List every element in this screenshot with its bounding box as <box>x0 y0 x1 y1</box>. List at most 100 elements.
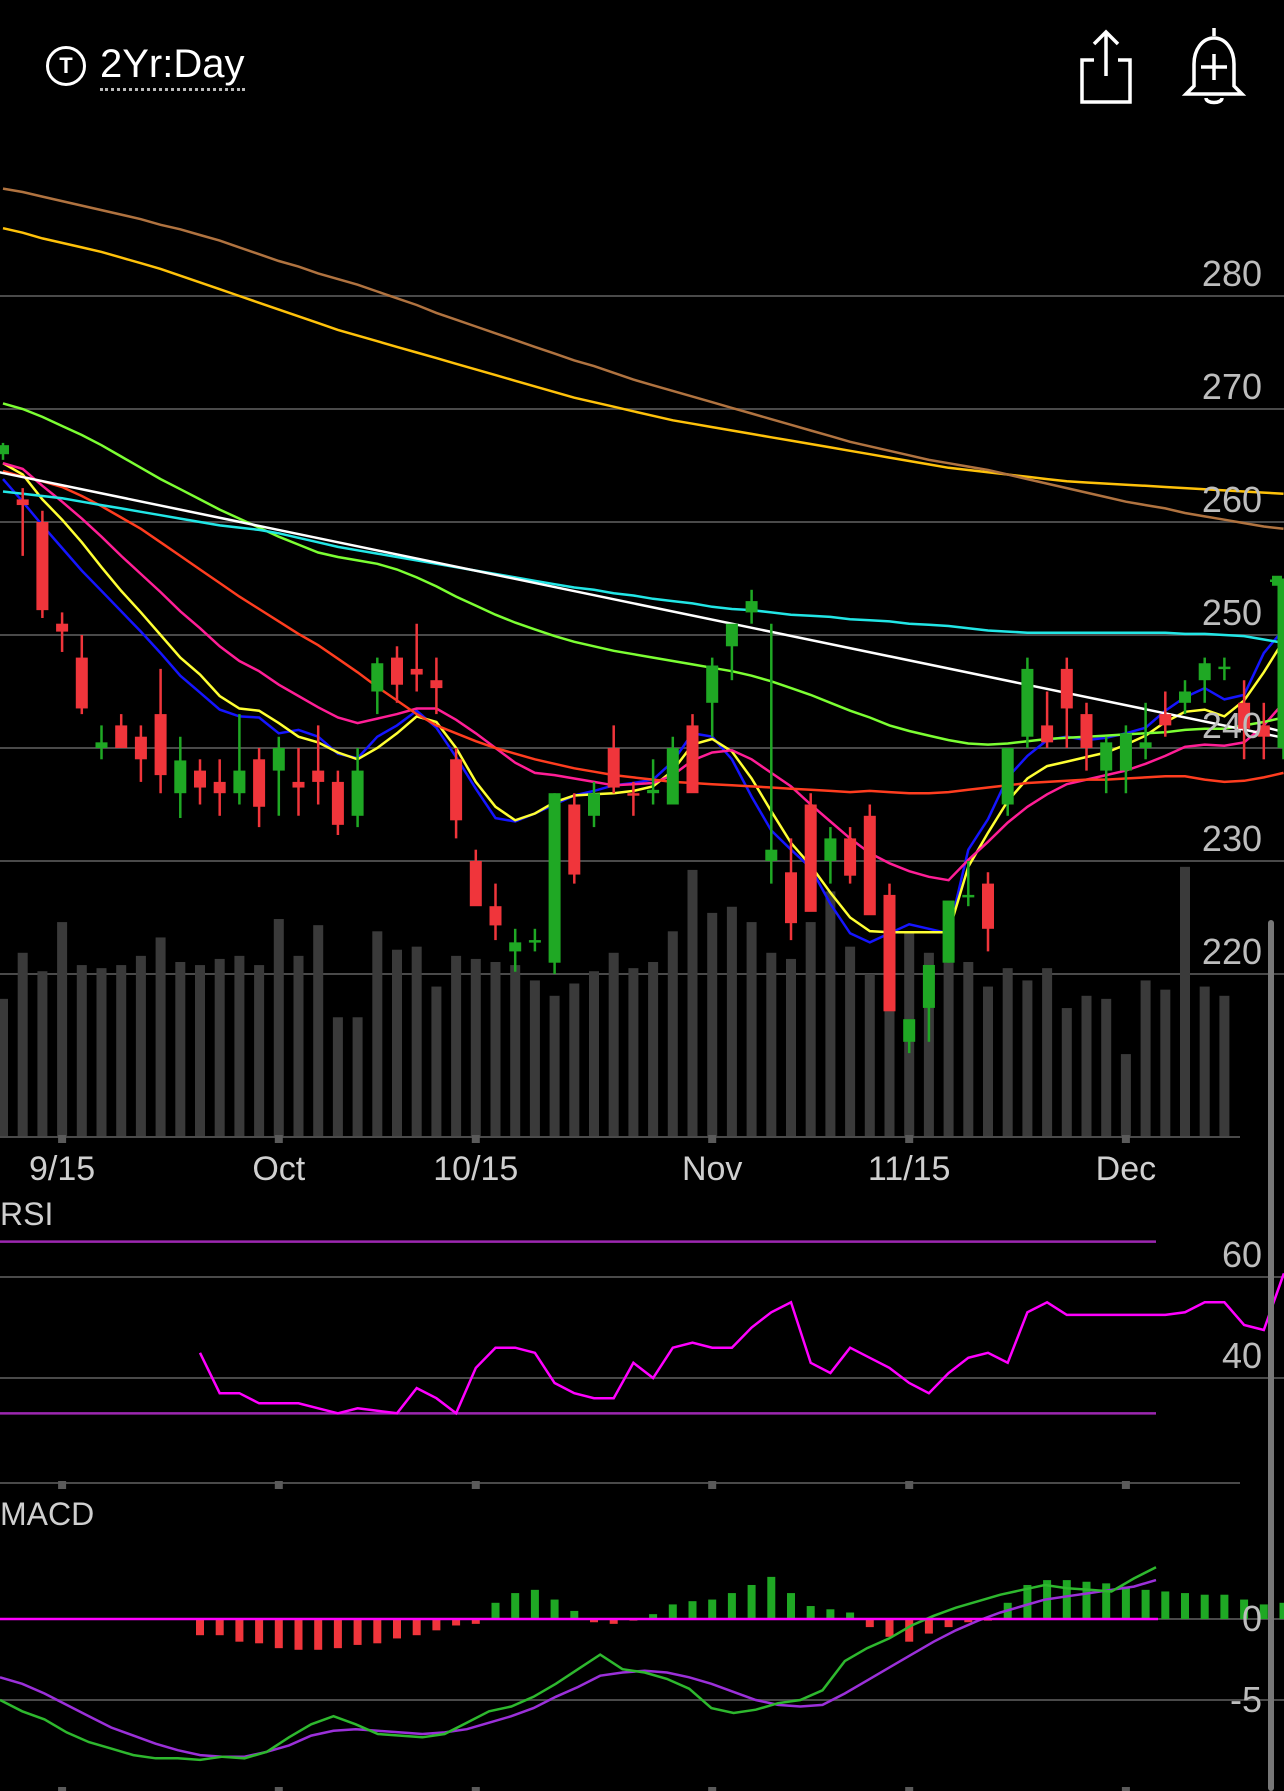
macd-histogram-bar <box>333 1619 342 1649</box>
volume-bar <box>766 952 777 1137</box>
candle <box>1179 680 1191 715</box>
scrollbar[interactable] <box>1268 920 1274 1791</box>
candle <box>1159 691 1172 737</box>
volume-bar <box>431 986 442 1137</box>
timeframe-label: 2Yr:Day <box>100 41 245 91</box>
macd-histogram-bar <box>688 1601 697 1619</box>
volume-bar <box>1160 989 1171 1137</box>
share-button[interactable] <box>1076 26 1136 106</box>
axis-tick-mark <box>905 1135 914 1143</box>
candle <box>686 714 699 794</box>
macd-histogram-bar <box>452 1619 461 1626</box>
volume-bar <box>983 986 993 1137</box>
volume-bar <box>372 931 383 1137</box>
candle <box>1001 748 1014 816</box>
macd-histogram-bar <box>314 1619 323 1650</box>
candle <box>1119 725 1132 794</box>
price-grid <box>0 295 1284 975</box>
candle <box>765 623 778 884</box>
candle <box>903 1019 916 1054</box>
timeframe-button[interactable]: T 2Yr:Day <box>46 38 245 94</box>
axis-tick-mark <box>274 1481 283 1489</box>
macd-histogram-bar <box>846 1612 855 1619</box>
alert-button[interactable] <box>1180 24 1248 108</box>
macd-histogram-bar <box>1141 1589 1150 1619</box>
price-axis: 280 270 260 250 240 230 220 <box>1202 253 1262 972</box>
candle <box>154 668 167 794</box>
macd-histogram-bar <box>649 1614 658 1619</box>
volume-bar <box>214 958 225 1137</box>
candle <box>863 804 876 916</box>
axis-tick-mark <box>471 1787 480 1791</box>
macd-histogram-bar <box>944 1619 953 1628</box>
macd-histogram-bar <box>747 1584 756 1619</box>
candle <box>233 714 246 805</box>
macd-histogram <box>196 1576 1284 1650</box>
candle <box>962 861 975 907</box>
rsi-line <box>198 1273 1284 1416</box>
axis-tick-mark <box>905 1481 914 1489</box>
candle <box>115 714 128 748</box>
macd-histogram-bar <box>294 1619 303 1650</box>
volume-bar <box>805 922 816 1137</box>
candle <box>647 759 660 805</box>
candle <box>982 872 994 952</box>
candle <box>568 793 581 884</box>
macd-histogram-bar <box>806 1606 815 1619</box>
volume-bar <box>135 955 146 1137</box>
macd-histogram-bar <box>530 1589 539 1619</box>
macd-histogram-bar <box>1062 1580 1071 1619</box>
volume-bar <box>845 946 856 1137</box>
date-tick-label: Dec <box>1096 1150 1156 1188</box>
macd-signal-line <box>0 1578 1157 1758</box>
axis-tick-mark <box>471 1135 480 1143</box>
volume-bar <box>37 971 48 1137</box>
candle <box>331 770 344 836</box>
candle <box>528 928 541 952</box>
candle <box>134 725 147 782</box>
volume-bar <box>510 965 521 1137</box>
volume-bar <box>628 968 639 1137</box>
volume-bar <box>195 965 205 1137</box>
date-tick-label: 11/15 <box>868 1150 951 1188</box>
macd-grid <box>0 1618 1284 1701</box>
volume-bar <box>746 922 757 1137</box>
macd-histogram-bar <box>412 1619 421 1636</box>
volume-bar <box>825 891 836 1137</box>
moving-average-ma5 <box>2 478 1284 944</box>
volume-bar <box>786 958 796 1137</box>
volume-bar <box>155 937 166 1137</box>
price-tick-label: 280 <box>1202 253 1262 294</box>
axis-tick-mark <box>708 1787 717 1791</box>
candle <box>75 635 88 715</box>
macd-histogram-bar <box>727 1593 736 1619</box>
candle <box>0 442 9 460</box>
volume-bar <box>1120 1054 1131 1137</box>
volume-bar <box>57 922 68 1137</box>
axis-tick-mark <box>1121 1787 1130 1791</box>
macd-histogram-bar <box>215 1619 224 1636</box>
volume-bar <box>332 1017 343 1137</box>
candle <box>1021 657 1034 748</box>
macd-histogram-bar <box>1082 1581 1091 1619</box>
candle <box>627 781 640 816</box>
volume-bar <box>687 869 698 1137</box>
volume-bar <box>451 955 462 1137</box>
candle <box>213 759 226 816</box>
axis-tick-mark <box>274 1787 283 1791</box>
axis-tick-mark <box>708 1481 717 1489</box>
candle <box>312 725 325 805</box>
macd-label: MACD <box>0 1496 94 1532</box>
volume-bar <box>470 958 481 1137</box>
macd-tick-label: -5 <box>1230 1679 1262 1720</box>
candle <box>1041 691 1054 748</box>
candle <box>588 781 600 828</box>
candle <box>1218 657 1231 681</box>
macd-line <box>0 1566 1157 1762</box>
volume-bars <box>0 866 1230 1137</box>
candle <box>883 883 896 1012</box>
candle <box>1100 736 1113 794</box>
candle <box>1238 680 1251 760</box>
share-icon <box>1080 29 1132 104</box>
